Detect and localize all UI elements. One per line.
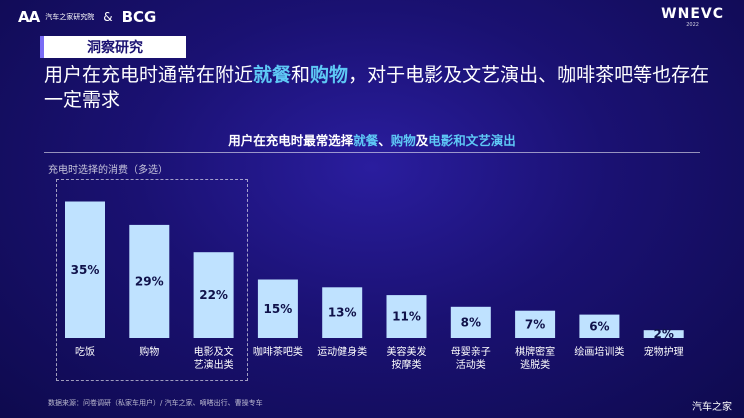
section-badge: 洞察研究: [44, 36, 186, 58]
wnevc-logo: WNEVC 2022: [661, 6, 724, 28]
category-label: 绘画培训类: [574, 345, 624, 358]
category-label: 购物: [139, 345, 159, 358]
bar-value-label: 29%: [135, 274, 164, 288]
bcg-logo: BCG: [121, 8, 157, 26]
page-headline: 用户在充电时通常在附近就餐和购物，对于电影及文艺演出、咖啡茶吧等也存在一定需求: [44, 63, 724, 113]
chart-title-part: 及: [415, 133, 429, 148]
chart-subtitle: 充电时选择的消费（多选）: [48, 165, 168, 176]
headline-part: 和: [291, 64, 311, 86]
watermark: 汽车之家: [692, 402, 732, 413]
bar-value-label: 11%: [392, 310, 421, 324]
bar-value-label: 6%: [589, 319, 609, 333]
bar-value-label: 13%: [328, 306, 357, 320]
category-label: 按摩类: [392, 358, 422, 371]
category-label: 吃饭: [75, 345, 95, 358]
bar-value-label: 7%: [525, 317, 545, 331]
bar-value-label: 8%: [461, 315, 481, 329]
bar: [322, 287, 363, 338]
chart-title-divider: [44, 152, 700, 153]
category-label: 美容美发: [387, 345, 427, 358]
bar-value-label: 15%: [264, 302, 293, 316]
chart-title-part: 用户在充电时最常选择: [228, 133, 354, 148]
bar: [386, 295, 427, 338]
category-label: 活动类: [456, 358, 486, 371]
bar: [515, 310, 556, 338]
category-label: 宠物护理: [644, 345, 684, 358]
bar: [193, 252, 234, 338]
bar: [450, 306, 491, 338]
bar: [129, 224, 170, 338]
chart-title-highlight: 就餐: [353, 133, 379, 148]
data-source-note: 数据来源：问卷调研（私家车用户）/ 汽车之家、嘀嗒出行、曹操专车: [48, 399, 263, 407]
chart-title: 用户在充电时最常选择就餐、购物及电影和文艺演出: [0, 130, 744, 149]
chart-title-highlight: 购物: [390, 133, 416, 148]
headline-highlight-dining: 就餐: [253, 64, 292, 86]
bar: [65, 201, 105, 338]
bar-value-label: 22%: [199, 288, 228, 302]
category-label: 艺演出类: [194, 358, 234, 371]
autohome-research-name: 汽车之家研究院: [45, 13, 95, 21]
header-logos: AA 汽车之家研究院 & BCG: [18, 8, 156, 26]
logo-ampersand: &: [103, 10, 113, 24]
category-label: 棋牌密室: [515, 345, 555, 358]
chart-title-highlight: 电影和文艺演出: [428, 133, 516, 148]
wnevc-logo-year: 2022: [686, 22, 699, 28]
top-three-highlight-box: [56, 179, 248, 381]
bar: [257, 279, 298, 338]
wnevc-logo-text: WNEVC: [661, 6, 724, 22]
bar: [579, 314, 620, 338]
bar-value-label: 2%: [654, 327, 674, 341]
category-label: 运动健身类: [317, 345, 367, 358]
category-label: 母婴亲子: [451, 345, 491, 358]
chart-title-part: 、: [378, 133, 391, 148]
headline-part: 用户在充电时通常在附近: [44, 64, 254, 86]
headline-part: ，对于电影及文艺演出、咖啡茶吧等也存在一定需求: [44, 64, 710, 111]
headline-highlight-shopping: 购物: [310, 64, 349, 86]
category-label: 咖啡茶吧类: [253, 345, 303, 358]
bar-value-label: 35%: [71, 263, 100, 277]
autohome-logo: AA: [18, 8, 40, 26]
category-label: 逃脱类: [520, 358, 550, 371]
bar: [643, 330, 684, 338]
category-label: 电影及文: [194, 345, 234, 358]
